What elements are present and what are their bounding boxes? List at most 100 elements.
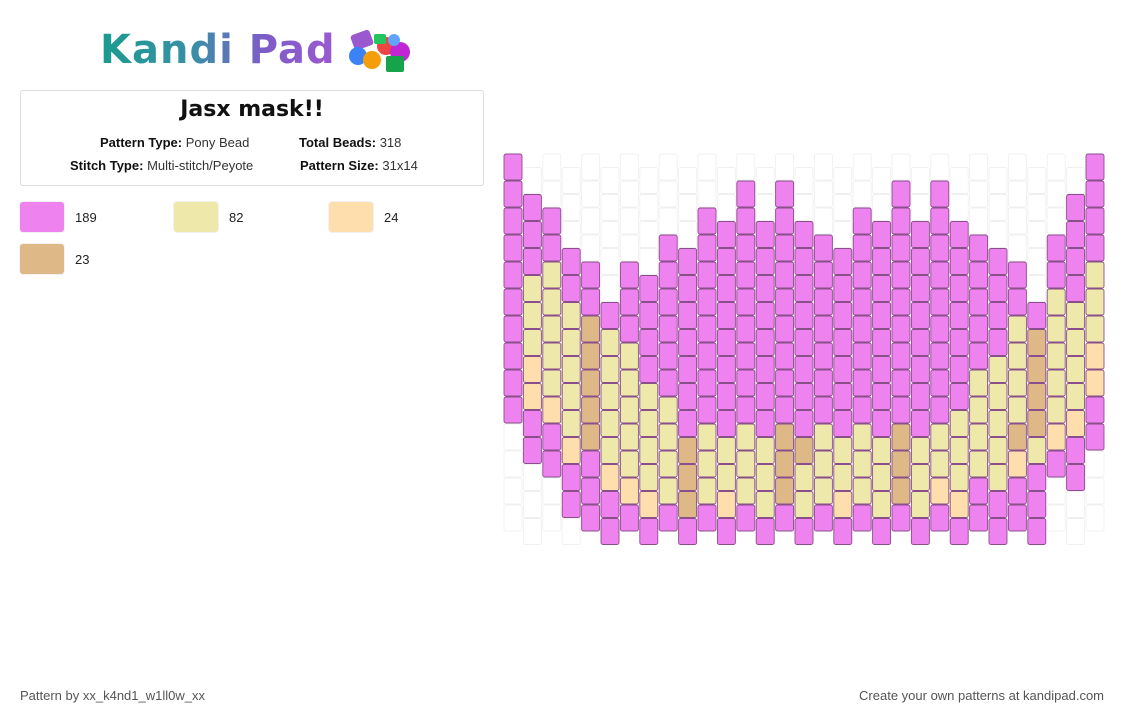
bead <box>794 329 814 356</box>
bead <box>1027 329 1047 356</box>
empty-bead-slot <box>1007 153 1027 181</box>
bead <box>697 423 717 451</box>
empty-bead-slot <box>969 153 989 181</box>
empty-bead-slot <box>1046 504 1066 532</box>
bead <box>910 383 930 410</box>
bead <box>852 369 872 397</box>
bead <box>755 248 775 275</box>
bead <box>891 207 911 235</box>
bead <box>639 302 659 329</box>
empty-bead-slot <box>872 194 892 221</box>
bead <box>910 329 930 356</box>
bead <box>1046 261 1066 289</box>
bead <box>833 491 853 518</box>
bead <box>619 288 639 316</box>
bead <box>522 356 542 383</box>
empty-bead-slot <box>833 221 853 248</box>
empty-bead-slot <box>988 194 1008 221</box>
bead <box>503 207 523 235</box>
empty-bead-slot <box>619 234 639 262</box>
bead <box>639 518 659 545</box>
bead <box>736 261 756 289</box>
bead <box>775 288 795 316</box>
bead <box>794 275 814 302</box>
bead <box>988 302 1008 329</box>
bead <box>794 302 814 329</box>
bead <box>581 423 601 451</box>
bead <box>1066 356 1086 383</box>
bead <box>697 504 717 532</box>
bead <box>561 464 581 491</box>
bead <box>678 464 698 491</box>
bead <box>910 356 930 383</box>
bead <box>678 491 698 518</box>
bead <box>852 477 872 505</box>
bead <box>988 464 1008 491</box>
bead <box>910 302 930 329</box>
total-beads-field: Total Beads: 318 <box>299 135 401 150</box>
empty-bead-slot <box>736 153 756 181</box>
empty-bead-slot <box>561 221 581 248</box>
bead <box>852 504 872 532</box>
bead <box>755 356 775 383</box>
bead <box>949 410 969 437</box>
empty-bead-slot <box>1007 234 1027 262</box>
bead <box>600 302 620 329</box>
bead <box>988 356 1008 383</box>
bead <box>639 275 659 302</box>
bead <box>1027 410 1047 437</box>
empty-bead-slot <box>813 180 833 208</box>
kandi-pad-logo[interactable]: Kandi Pad <box>100 24 416 76</box>
bead <box>891 450 911 478</box>
bead <box>619 477 639 505</box>
bead <box>619 423 639 451</box>
bead <box>658 396 678 424</box>
empty-bead-slot <box>561 167 581 194</box>
bead <box>794 464 814 491</box>
bead <box>1046 450 1066 478</box>
bead <box>522 329 542 356</box>
empty-bead-slot <box>542 477 562 505</box>
bead <box>1085 315 1105 343</box>
empty-bead-slot <box>561 518 581 545</box>
empty-bead-slot <box>581 180 601 208</box>
kandipad-link[interactable]: Create your own patterns at kandipad.com <box>859 688 1104 703</box>
bead <box>872 383 892 410</box>
bead <box>794 221 814 248</box>
bead <box>775 261 795 289</box>
bead <box>930 180 950 208</box>
bead <box>1007 342 1027 370</box>
bead <box>542 396 562 424</box>
bead <box>852 396 872 424</box>
empty-bead-slot <box>1027 194 1047 221</box>
bead <box>1027 356 1047 383</box>
bead <box>542 342 562 370</box>
bead <box>969 396 989 424</box>
empty-bead-slot <box>1085 450 1105 478</box>
empty-bead-slot <box>600 167 620 194</box>
bead <box>736 234 756 262</box>
bead <box>600 356 620 383</box>
bead <box>1046 369 1066 397</box>
bead <box>775 342 795 370</box>
bead <box>813 261 833 289</box>
bead <box>1027 302 1047 329</box>
empty-bead-slot <box>949 194 969 221</box>
swatch-bead-count: 23 <box>75 251 90 267</box>
bead <box>1046 315 1066 343</box>
bead <box>736 315 756 343</box>
empty-bead-slot <box>852 180 872 208</box>
bead <box>678 248 698 275</box>
bead <box>639 356 659 383</box>
pattern-credit[interactable]: Pattern by xx_k4nd1_w1ll0w_xx <box>20 688 205 703</box>
bead <box>716 518 736 545</box>
empty-bead-slot <box>697 180 717 208</box>
empty-bead-slot <box>503 504 523 532</box>
bead <box>736 207 756 235</box>
palette-swatch: 189 <box>20 202 97 232</box>
bead <box>1007 423 1027 451</box>
bead <box>794 491 814 518</box>
empty-bead-slot <box>949 167 969 194</box>
empty-bead-slot <box>658 153 678 181</box>
empty-bead-slot <box>678 167 698 194</box>
